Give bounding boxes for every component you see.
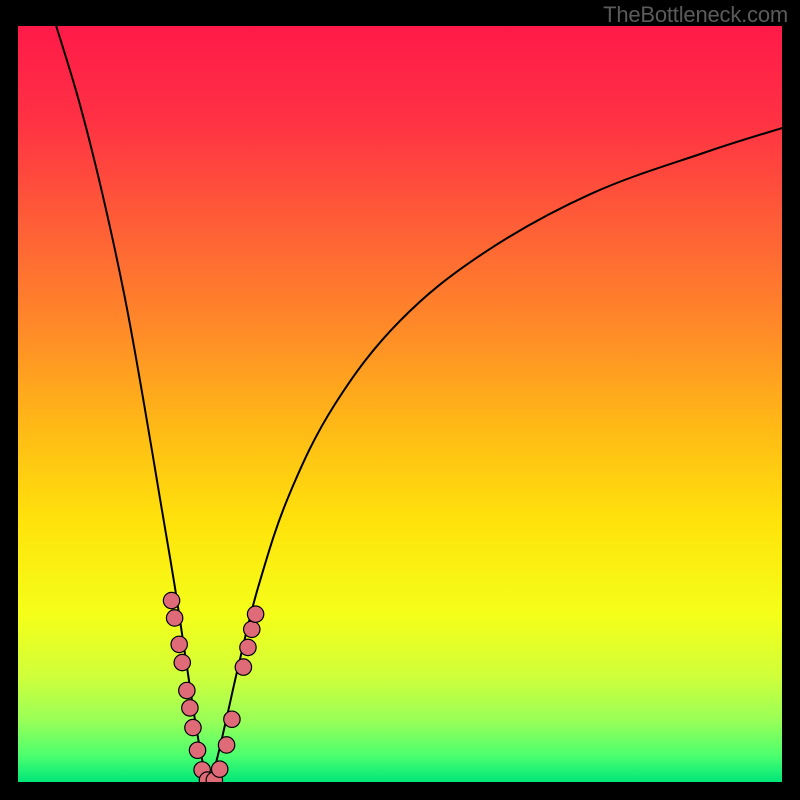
data-marker xyxy=(174,654,190,670)
data-marker xyxy=(189,742,205,758)
data-marker xyxy=(171,636,187,652)
bottleneck-chart xyxy=(0,0,800,800)
data-marker xyxy=(212,761,228,777)
data-marker xyxy=(244,621,260,637)
plot-background xyxy=(18,26,782,782)
data-marker xyxy=(166,610,182,626)
data-marker xyxy=(179,682,195,698)
data-marker xyxy=(224,711,240,727)
data-marker xyxy=(182,700,198,716)
watermark-text: TheBottleneck.com xyxy=(603,2,788,28)
data-marker xyxy=(247,606,263,622)
data-marker xyxy=(163,592,179,608)
data-marker xyxy=(185,719,201,735)
data-marker xyxy=(240,639,256,655)
data-marker xyxy=(218,737,234,753)
data-marker xyxy=(235,659,251,675)
